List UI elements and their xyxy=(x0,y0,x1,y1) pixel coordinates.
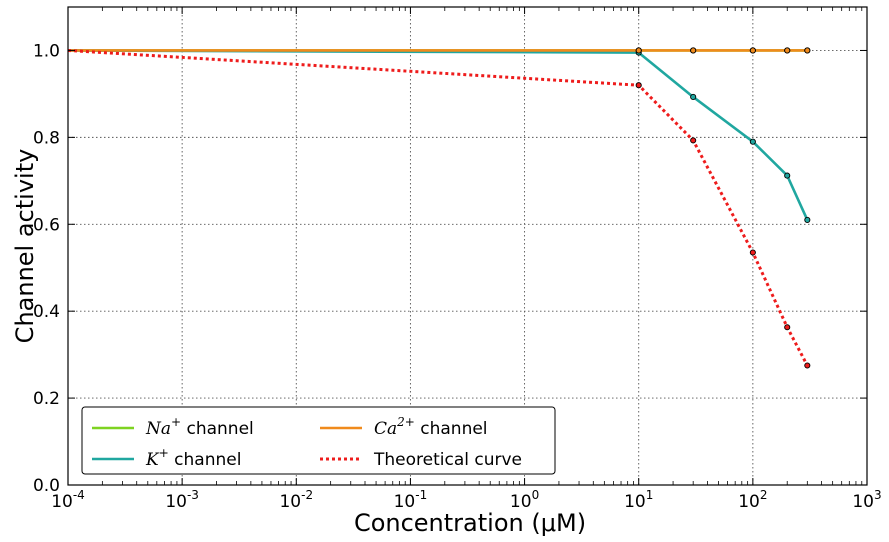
y-tick-label: 0.0 xyxy=(33,476,60,496)
x-tick-labels: 10-4 10-3 10-2 10-1 100 101 102 103 xyxy=(51,488,881,512)
data-point xyxy=(784,324,791,331)
legend-label: Na+ channel xyxy=(145,415,254,439)
legend-label: K+ channel xyxy=(145,446,241,470)
y-tick-labels: 0.0 0.2 0.4 0.6 0.8 1.0 xyxy=(33,41,60,496)
legend-item: Na+ channel xyxy=(92,415,254,439)
data-point xyxy=(690,137,697,144)
y-tick-label: 0.6 xyxy=(33,215,60,235)
data-markers xyxy=(635,47,811,369)
legend-item: Ca2+ channel xyxy=(320,415,488,439)
legend-box xyxy=(81,406,556,475)
y-tick-label: 0.2 xyxy=(33,389,60,409)
axis-ticks xyxy=(67,7,868,486)
data-point xyxy=(749,47,756,54)
x-tick-label: 10-4 xyxy=(51,488,85,512)
plot-frame xyxy=(67,6,868,486)
x-axis-title: Concentration (μM) xyxy=(354,509,586,537)
x-tick-label: 101 xyxy=(624,488,653,512)
series-lines xyxy=(67,48,809,367)
data-point xyxy=(690,93,697,101)
x-tick-label: 10-1 xyxy=(394,488,428,512)
data-point xyxy=(635,82,642,89)
data-point xyxy=(804,47,811,54)
legend-label: Theoretical curve xyxy=(373,450,522,470)
data-point xyxy=(784,172,791,179)
x-tick-label: 102 xyxy=(738,488,767,512)
series-line-k xyxy=(67,49,809,221)
data-point xyxy=(784,47,791,54)
data-point xyxy=(635,47,642,54)
y-axis-title: Channel activity xyxy=(11,149,39,344)
legend-label: Ca2+ channel xyxy=(374,415,488,439)
data-point xyxy=(749,249,756,256)
x-tick-label: 103 xyxy=(852,488,881,512)
x-tick-label: 10-2 xyxy=(279,488,313,512)
legend-item: Theoretical curve xyxy=(320,450,522,470)
x-tick-label: 10-3 xyxy=(165,488,199,512)
data-point xyxy=(749,138,756,145)
data-point xyxy=(804,362,811,369)
legend: Na+ channel K+ channel Ca2+ channel Theoret… xyxy=(81,406,556,475)
data-point xyxy=(804,216,811,223)
legend-item: K+ channel xyxy=(92,446,241,470)
y-tick-label: 0.4 xyxy=(33,302,60,322)
y-tick-label: 0.8 xyxy=(33,128,60,148)
x-tick-label: 100 xyxy=(510,488,539,512)
data-point xyxy=(690,47,697,54)
series-line-theoretical xyxy=(67,48,809,367)
y-tick-label: 1.0 xyxy=(33,41,60,61)
